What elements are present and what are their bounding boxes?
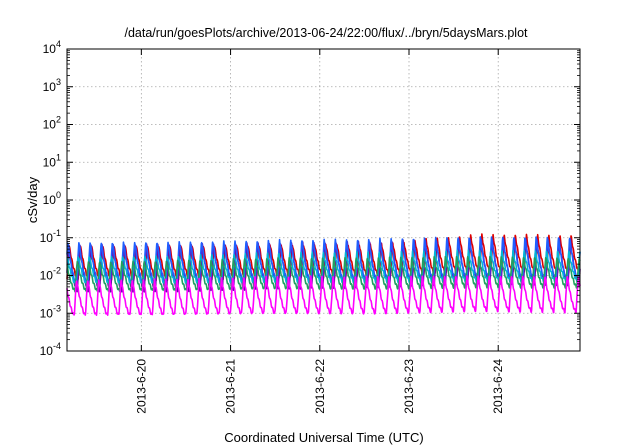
y-tick-labels: 10-4 10-3 10-2 10-1 100 101 102 103 104 (40, 39, 61, 358)
x-tick-labels: 2013-6-20 2013-6-21 2013-6-22 2013-6-23 2013… (134, 359, 505, 414)
x-tick-label: 2013-6-21 (224, 359, 238, 414)
x-tick-label: 2013-6-22 (313, 359, 327, 414)
series-line (66, 275, 581, 317)
series-line (66, 249, 581, 286)
grid (67, 49, 580, 351)
y-tick-label: 104 (43, 39, 61, 56)
y-tick-label: 102 (43, 115, 61, 132)
chart-title: /data/run/goesPlots/archive/2013-06-24/2… (124, 26, 528, 40)
y-tick-label: 103 (43, 77, 61, 94)
series-line (66, 255, 581, 293)
axis-ticks (67, 48, 580, 352)
y-tick-label: 10-4 (40, 341, 61, 358)
y-tick-label: 101 (43, 152, 61, 169)
y-tick-label: 100 (43, 190, 61, 207)
y-axis-label: cSv/day (25, 176, 40, 223)
x-tick-label: 2013-6-23 (402, 359, 416, 414)
y-tick-label: 10-1 (40, 228, 61, 245)
y-tick-label: 10-3 (40, 303, 61, 320)
y-tick-label: 10-2 (40, 266, 61, 283)
x-axis-label: Coordinated Universal Time (UTC) (224, 430, 423, 445)
series-line (66, 236, 581, 287)
x-tick-label: 2013-6-20 (134, 359, 148, 414)
x-tick-label: 2013-6-24 (491, 359, 505, 414)
series-group (66, 233, 581, 317)
